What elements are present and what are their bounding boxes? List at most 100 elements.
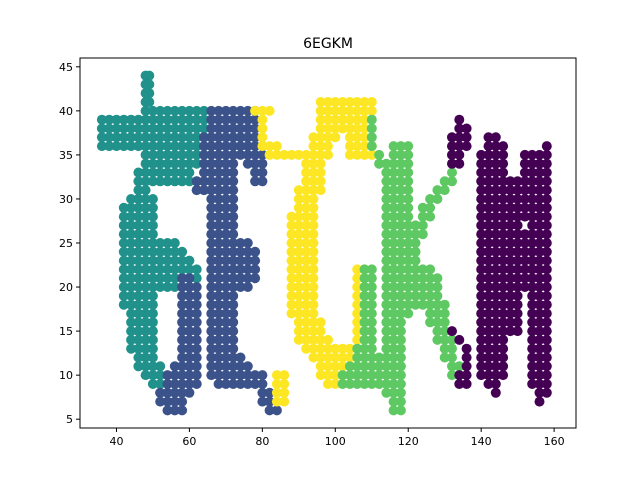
data-point <box>126 273 137 284</box>
data-point <box>359 132 370 143</box>
data-point <box>147 343 158 354</box>
data-point <box>126 326 137 337</box>
data-point <box>490 185 501 196</box>
data-point <box>191 352 202 363</box>
data-point <box>257 141 268 152</box>
data-point <box>191 132 202 143</box>
data-point <box>527 282 538 292</box>
data-point <box>147 361 158 372</box>
data-point <box>519 202 530 213</box>
data-point <box>140 114 151 125</box>
data-point <box>177 149 188 160</box>
data-point <box>315 97 326 107</box>
data-point <box>337 370 348 381</box>
data-point <box>213 238 224 248</box>
data-point <box>490 149 501 160</box>
data-point <box>250 273 261 284</box>
data-point <box>169 282 180 292</box>
data-point <box>432 290 443 301</box>
data-point <box>293 299 304 310</box>
data-point <box>308 246 319 257</box>
data-point <box>498 299 509 310</box>
data-point <box>483 290 494 301</box>
data-point <box>541 149 552 160</box>
data-point <box>228 105 239 116</box>
data-point <box>374 158 385 169</box>
data-point <box>527 370 538 381</box>
data-point <box>395 290 406 301</box>
data-point <box>395 176 406 187</box>
data-point <box>118 282 129 292</box>
data-point <box>308 132 319 143</box>
data-point <box>184 299 195 310</box>
data-point <box>403 211 414 222</box>
data-point <box>133 282 144 292</box>
data-point <box>476 202 487 213</box>
data-point <box>144 97 155 107</box>
data-point <box>301 255 312 266</box>
data-point <box>476 343 487 354</box>
data-point <box>381 255 392 266</box>
data-point <box>381 361 392 372</box>
data-point <box>483 202 494 213</box>
data-point <box>315 185 326 196</box>
data-point <box>461 132 472 143</box>
data-point <box>155 238 166 248</box>
data-point <box>425 299 436 310</box>
data-point <box>220 176 231 187</box>
data-point <box>118 273 129 284</box>
data-point <box>191 290 202 301</box>
data-point <box>315 114 326 125</box>
data-point <box>374 370 385 381</box>
data-point <box>147 167 158 178</box>
data-point <box>483 352 494 363</box>
data-point <box>461 343 472 354</box>
data-point <box>374 379 385 389</box>
data-point <box>388 211 399 222</box>
data-point <box>169 273 180 284</box>
data-point <box>228 343 239 354</box>
data-point <box>344 379 355 389</box>
data-point <box>250 246 261 257</box>
data-point <box>447 141 457 152</box>
data-point <box>199 176 209 187</box>
data-point <box>301 185 312 196</box>
data-point <box>293 149 304 160</box>
data-point <box>169 387 180 398</box>
data-point <box>527 185 538 196</box>
data-point <box>512 246 523 257</box>
data-point <box>519 264 530 275</box>
data-point <box>505 326 516 337</box>
data-point <box>403 220 414 231</box>
data-point <box>417 282 428 292</box>
data-point <box>505 255 516 266</box>
data-point <box>242 114 253 125</box>
data-point <box>439 317 450 328</box>
data-point <box>235 255 246 266</box>
data-point <box>147 141 158 152</box>
data-point <box>425 282 436 292</box>
data-point <box>308 326 319 337</box>
data-point <box>184 290 195 301</box>
data-point <box>395 361 406 372</box>
data-point <box>388 317 399 328</box>
data-point <box>527 211 538 222</box>
data-point <box>483 185 494 196</box>
data-point <box>366 299 377 310</box>
y-tick-label: 10 <box>59 369 73 382</box>
data-point <box>403 194 414 204</box>
data-point <box>147 282 158 292</box>
data-point <box>527 229 538 240</box>
data-point <box>293 308 304 319</box>
data-point <box>395 264 406 275</box>
data-point <box>286 220 297 231</box>
data-point <box>235 370 246 381</box>
data-point <box>162 370 173 381</box>
data-point <box>184 343 195 354</box>
data-point <box>177 246 188 257</box>
data-point <box>257 114 268 125</box>
data-point <box>147 105 158 116</box>
data-point <box>454 123 465 134</box>
data-point <box>337 105 348 116</box>
data-point <box>301 334 312 345</box>
